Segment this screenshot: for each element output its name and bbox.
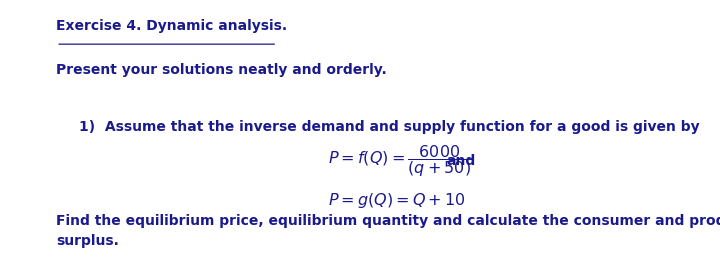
Text: Present your solutions neatly and orderly.: Present your solutions neatly and orderl… [56, 63, 387, 78]
Text: 1)  Assume that the inverse demand and supply function for a good is given by: 1) Assume that the inverse demand and su… [79, 120, 700, 134]
Text: Exercise 4. Dynamic analysis.: Exercise 4. Dynamic analysis. [56, 19, 287, 33]
Text: $P = g(Q) = Q + 10$: $P = g(Q) = Q + 10$ [328, 191, 465, 209]
Text: $P = f(Q) = \dfrac{6000}{(q+50)}$: $P = f(Q) = \dfrac{6000}{(q+50)}$ [328, 144, 472, 179]
Text: and: and [446, 155, 476, 168]
Text: Find the equilibrium price, equilibrium quantity and calculate the consumer and : Find the equilibrium price, equilibrium … [56, 214, 720, 248]
